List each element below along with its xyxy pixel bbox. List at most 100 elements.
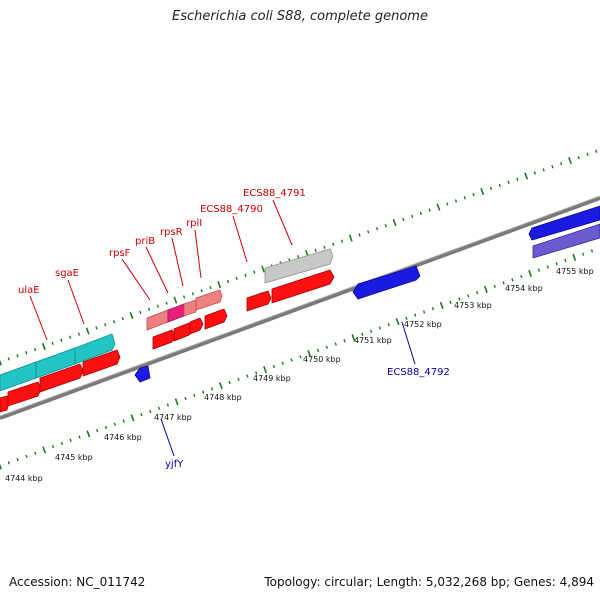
outer-tick-track — [0, 149, 598, 366]
scale-label-4750: 4750 kbp — [303, 355, 341, 364]
gene-rpsF[interactable] — [146, 309, 169, 331]
tick-mark — [25, 454, 28, 459]
tick-mark — [290, 358, 293, 362]
leader-ECS88_4790 — [232, 215, 248, 263]
tick-mark — [104, 425, 108, 430]
gene-red-3[interactable] — [39, 363, 84, 393]
leader-yjfY — [160, 418, 175, 457]
tick-mark — [165, 301, 168, 305]
tick-mark — [174, 398, 179, 406]
label-priB: priB — [135, 236, 155, 247]
label-sgaE: sgaE — [55, 268, 79, 279]
label-rpsF: rpsF — [109, 248, 131, 259]
tick-mark — [263, 366, 267, 374]
tick-mark — [237, 377, 240, 381]
tick-mark — [340, 239, 344, 243]
tick-mark — [95, 326, 98, 330]
gene-cyan-3[interactable] — [74, 333, 116, 365]
tick-mark — [139, 310, 142, 315]
tick-mark — [446, 202, 449, 206]
tick-mark — [193, 393, 196, 398]
gene-red-4[interactable] — [82, 349, 121, 377]
tick-mark — [325, 345, 329, 349]
tick-mark — [51, 445, 55, 449]
tick-mark — [272, 364, 276, 369]
gene-ECS88_4792[interactable] — [352, 265, 421, 300]
label-leaders — [29, 199, 416, 457]
tick-mark — [217, 280, 222, 289]
gene-red-7[interactable] — [189, 317, 204, 335]
tick-mark — [431, 307, 435, 311]
scale-label-4752: 4752 kbp — [404, 320, 442, 329]
tick-mark — [16, 457, 19, 462]
gene-ECS88_4790[interactable] — [246, 290, 272, 312]
tick-mark — [542, 168, 545, 172]
tick-mark — [343, 339, 346, 343]
label-ulaE: ulaE — [18, 285, 40, 296]
tick-mark — [41, 342, 46, 351]
genome-summary: Topology: circular; Length: 5,032,268 bp… — [264, 575, 594, 589]
tick-mark — [334, 342, 337, 346]
tick-mark — [387, 323, 390, 327]
tick-mark — [369, 329, 373, 333]
tick-mark — [121, 316, 124, 321]
tick-mark — [0, 463, 2, 470]
tick-mark — [296, 255, 300, 259]
tick-mark — [422, 310, 426, 314]
tick-mark — [463, 196, 466, 200]
tick-mark — [246, 374, 249, 378]
tick-mark — [85, 327, 90, 335]
tick-mark — [314, 248, 317, 253]
tick-mark — [156, 304, 159, 308]
leader-sgaE — [67, 279, 85, 325]
label-yjfY: yjfY — [165, 459, 184, 470]
tick-mark — [226, 279, 230, 284]
tick-mark — [33, 347, 37, 352]
scale-label-4751: 4751 kbp — [354, 336, 392, 345]
tick-mark — [147, 307, 151, 311]
tick-mark — [191, 292, 195, 296]
forward-genes — [0, 205, 600, 392]
gene-rplI[interactable] — [195, 289, 223, 311]
label-rpsR: rpsR — [160, 227, 183, 238]
tick-mark — [42, 446, 47, 454]
tick-mark — [253, 270, 256, 274]
tick-mark — [113, 422, 117, 426]
gene-red-2[interactable] — [7, 381, 42, 407]
tick-mark — [157, 406, 161, 410]
gene-yjfY[interactable] — [134, 365, 151, 383]
tick-mark — [367, 230, 370, 234]
gene-red-5[interactable] — [152, 329, 176, 350]
gene-priB[interactable] — [167, 303, 187, 323]
gene-red-8[interactable] — [204, 308, 228, 330]
tick-mark — [493, 284, 496, 288]
gene-red-6[interactable] — [173, 322, 193, 342]
tick-mark — [590, 249, 594, 253]
tick-mark — [0, 359, 2, 366]
tick-mark — [140, 412, 143, 417]
leader-ECS88_4791 — [272, 199, 293, 246]
gene-rpsR[interactable] — [183, 299, 197, 317]
tick-mark — [69, 438, 72, 442]
scale-label-4753: 4753 kbp — [454, 301, 492, 310]
tick-mark — [228, 380, 231, 385]
gene-slate-right[interactable] — [532, 223, 600, 259]
scale-label-4746: 4746 kbp — [104, 433, 142, 442]
tick-mark — [96, 429, 99, 433]
label-ECS88_4792: ECS88_4792 — [387, 367, 450, 378]
tick-mark — [449, 300, 452, 304]
tick-mark — [577, 155, 580, 160]
genome-backbone — [0, 196, 600, 420]
tick-mark — [7, 461, 11, 465]
tick-mark — [16, 354, 19, 358]
tick-mark — [281, 361, 284, 365]
tick-mark — [555, 262, 558, 266]
scale-label-4749: 4749 kbp — [253, 374, 291, 383]
gene-blue-right[interactable] — [528, 205, 600, 241]
tick-mark — [358, 233, 361, 237]
gene-red-10[interactable] — [271, 269, 335, 304]
tick-mark — [261, 265, 265, 273]
tick-mark — [182, 295, 186, 299]
gene-ECS88_4791[interactable] — [264, 248, 334, 284]
tick-mark — [218, 382, 223, 390]
